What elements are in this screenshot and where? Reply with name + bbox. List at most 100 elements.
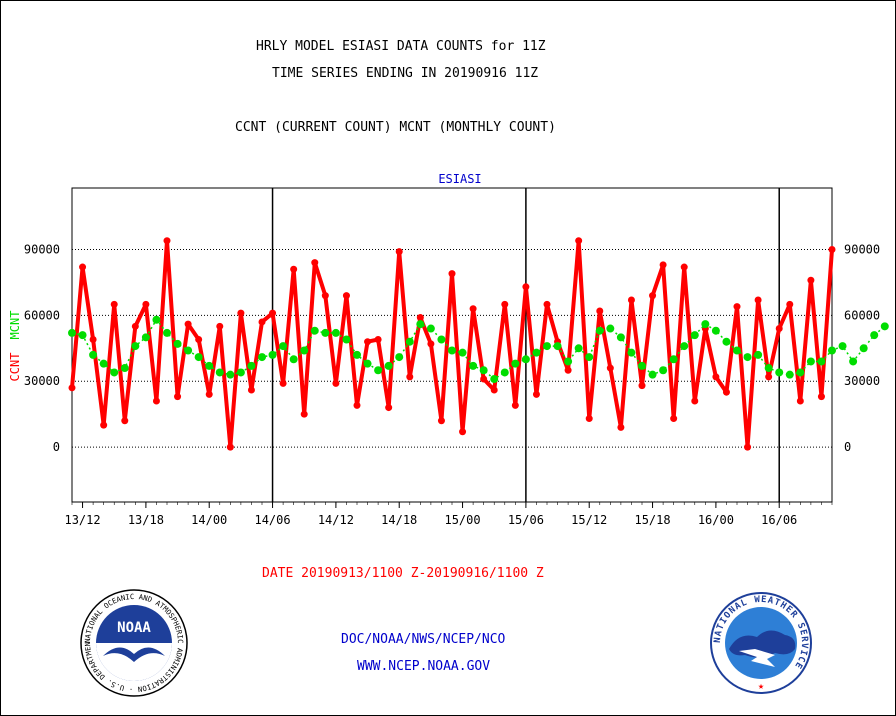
- ccnt-point: [226, 443, 234, 451]
- ccnt-point: [300, 410, 308, 418]
- x-tick-label: 13/18: [128, 513, 164, 527]
- mcnt-point: [648, 370, 657, 379]
- mcnt-point: [490, 375, 499, 384]
- ccnt-point: [543, 300, 551, 308]
- ccnt-point: [828, 245, 836, 253]
- mcnt-point: [479, 366, 488, 375]
- y-tick-label-right: 0: [844, 440, 851, 454]
- noaa-logo-text: NOAA: [117, 620, 151, 636]
- ccnt-point: [575, 237, 583, 245]
- chart-title: ESIASI: [438, 172, 481, 186]
- mcnt-point: [659, 366, 668, 375]
- nws-logo: NATIONAL WEATHER SERVICE ★: [710, 592, 812, 694]
- mcnt-point: [574, 344, 583, 353]
- mcnt-point: [796, 368, 805, 377]
- mcnt-point: [99, 359, 108, 368]
- y-axis-label-mcnt: MCNT: [8, 311, 22, 340]
- ccnt-point: [627, 296, 635, 304]
- ccnt-point: [437, 417, 445, 425]
- ccnt-point: [606, 364, 614, 372]
- x-tick-label: 14/12: [318, 513, 354, 527]
- mcnt-point: [131, 342, 140, 351]
- x-tick-label: 16/00: [698, 513, 734, 527]
- mcnt-point: [416, 320, 425, 329]
- mcnt-point: [184, 346, 193, 355]
- ccnt-point: [670, 415, 678, 423]
- mcnt-point: [870, 331, 879, 340]
- ccnt-point: [163, 237, 171, 245]
- ccnt-point: [744, 443, 752, 451]
- ccnt-point: [174, 393, 182, 401]
- mcnt-point: [78, 331, 87, 340]
- mcnt-point: [141, 333, 150, 342]
- mcnt-point: [606, 324, 615, 333]
- y-tick-label-right: 60000: [844, 308, 880, 322]
- ccnt-point: [321, 292, 329, 300]
- ccnt-point: [131, 322, 139, 330]
- ccnt-point: [480, 375, 488, 383]
- ccnt-point: [89, 336, 97, 344]
- y-tick-label-left: 90000: [24, 242, 60, 256]
- mcnt-point: [458, 348, 467, 357]
- ccnt-point: [775, 325, 783, 333]
- ccnt-point: [152, 397, 160, 405]
- mcnt-point: [859, 344, 868, 353]
- chart-header-line2: TIME SERIES ENDING IN 20190916 11Z: [272, 66, 539, 81]
- ccnt-point: [205, 390, 213, 398]
- x-tick-label: 14/00: [191, 513, 227, 527]
- mcnt-point: [828, 346, 836, 355]
- mcnt-point: [268, 350, 277, 359]
- mcnt-point: [247, 361, 256, 370]
- y-tick-label-left: 0: [53, 440, 60, 454]
- mcnt-point: [754, 350, 763, 359]
- mcnt-point: [785, 370, 794, 379]
- ccnt-point: [585, 415, 593, 423]
- mcnt-point: [152, 315, 161, 324]
- ccnt-point: [406, 373, 414, 381]
- mcnt-point: [849, 357, 858, 366]
- chart-header-line1: HRLY MODEL ESIASI DATA COUNTS for 11Z: [256, 39, 546, 54]
- mcnt-point: [690, 331, 699, 340]
- mcnt-point: [711, 326, 720, 335]
- ccnt-point: [364, 338, 372, 346]
- ccnt-point: [754, 296, 762, 304]
- ccnt-point: [522, 283, 530, 291]
- ccnt-point: [659, 261, 667, 269]
- mcnt-point: [733, 346, 741, 355]
- mcnt-point: [775, 368, 784, 377]
- mcnt-point: [215, 368, 224, 377]
- mcnt-point: [310, 326, 319, 335]
- mcnt-point: [300, 346, 309, 355]
- mcnt-point: [289, 355, 298, 364]
- mcnt-point: [279, 342, 288, 351]
- mcnt-point: [448, 346, 456, 355]
- y-tick-label-left: 30000: [24, 374, 60, 388]
- ccnt-point: [195, 336, 203, 344]
- mcnt-point: [616, 333, 625, 342]
- ccnt-point: [817, 393, 825, 401]
- ccnt-point: [564, 366, 572, 374]
- ccnt-point: [353, 401, 361, 409]
- mcnt-point: [838, 342, 847, 351]
- ccnt-point: [216, 322, 224, 330]
- mcnt-point: [880, 322, 889, 331]
- y-tick-label-left: 60000: [24, 308, 60, 322]
- ccnt-point: [501, 300, 509, 308]
- mcnt-point: [163, 328, 171, 337]
- mcnt-point: [395, 353, 404, 362]
- x-tick-label: 16/06: [761, 513, 797, 527]
- ccnt-point: [511, 401, 519, 409]
- ccnt-point: [448, 270, 456, 278]
- ccnt-point: [649, 292, 657, 300]
- mcnt-point: [521, 355, 530, 364]
- ccnt-point: [765, 373, 773, 381]
- ccnt-point: [269, 309, 277, 317]
- mcnt-point: [511, 359, 520, 368]
- ccnt-point: [290, 265, 298, 273]
- mcnt-point: [331, 328, 340, 337]
- mcnt-point: [374, 366, 383, 375]
- ccnt-point: [110, 300, 118, 308]
- mcnt-point: [226, 370, 235, 379]
- mcnt-point: [405, 337, 414, 346]
- ccnt-point: [184, 320, 192, 328]
